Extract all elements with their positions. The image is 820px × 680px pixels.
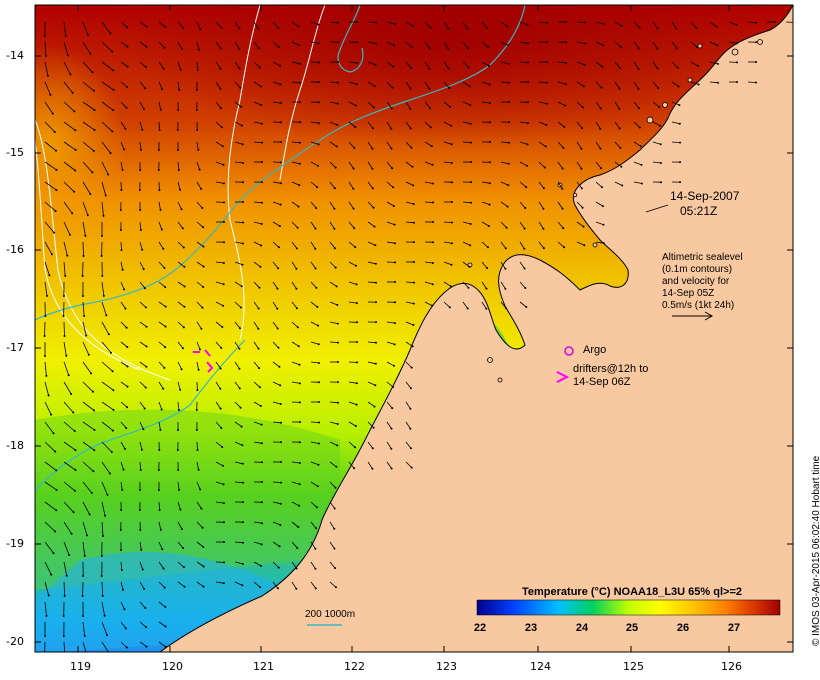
lon-tick-label: 123 bbox=[436, 660, 457, 673]
lon-tick-label: 121 bbox=[253, 660, 274, 673]
lat-tick-label: -17 bbox=[6, 341, 24, 354]
credit-text: © IMOS 03-Apr-2015 06:02:40 Hobart time bbox=[811, 455, 820, 646]
lon-tick-label: 120 bbox=[162, 660, 183, 673]
argo-float-marker bbox=[564, 346, 574, 356]
colorbar-tick-label: 23 bbox=[524, 622, 538, 634]
colorbar-tick-label: 22 bbox=[473, 622, 487, 634]
drifter-legend-marker bbox=[556, 371, 570, 383]
drifter-tracks bbox=[193, 349, 214, 373]
colorbar-tick-label: 24 bbox=[575, 622, 589, 634]
lat-tick-label: -18 bbox=[6, 439, 24, 452]
argo-label: Argo bbox=[583, 344, 607, 356]
colorbar-tick-label: 27 bbox=[727, 622, 741, 634]
lat-tick-label: -20 bbox=[6, 635, 24, 648]
colorbar-tick-label: 25 bbox=[625, 622, 639, 634]
altimetry-note: Altimetric sealevel (0.1m contours) and … bbox=[662, 252, 743, 311]
drifters-note: drifters@12h to 14-Sep 06Z bbox=[573, 363, 649, 388]
lon-tick-label: 122 bbox=[344, 660, 365, 673]
lon-tick-label: 119 bbox=[70, 660, 91, 673]
lat-tick-label: -15 bbox=[6, 146, 24, 159]
time-label: 05:21Z bbox=[680, 204, 718, 218]
colorbar-tick-label: 26 bbox=[676, 622, 690, 634]
isobath-label: 200 1000m bbox=[305, 609, 356, 620]
lat-tick-label: -16 bbox=[6, 243, 24, 256]
lon-tick-label: 125 bbox=[623, 660, 644, 673]
date-label: 14-Sep-2007 bbox=[670, 189, 740, 203]
lat-tick-label: -19 bbox=[6, 537, 24, 550]
map-frame bbox=[34, 4, 794, 653]
lon-tick-label: 124 bbox=[530, 660, 551, 673]
colorbar-title: Temperature (°C) NOAA18_L3U 65% ql>=2 bbox=[522, 586, 742, 598]
lon-tick-label: 126 bbox=[721, 660, 742, 673]
land-mass bbox=[159, 5, 793, 652]
lat-tick-label: -14 bbox=[6, 49, 24, 62]
velocity-scale-arrow bbox=[672, 311, 714, 321]
colorbar bbox=[476, 599, 781, 616]
